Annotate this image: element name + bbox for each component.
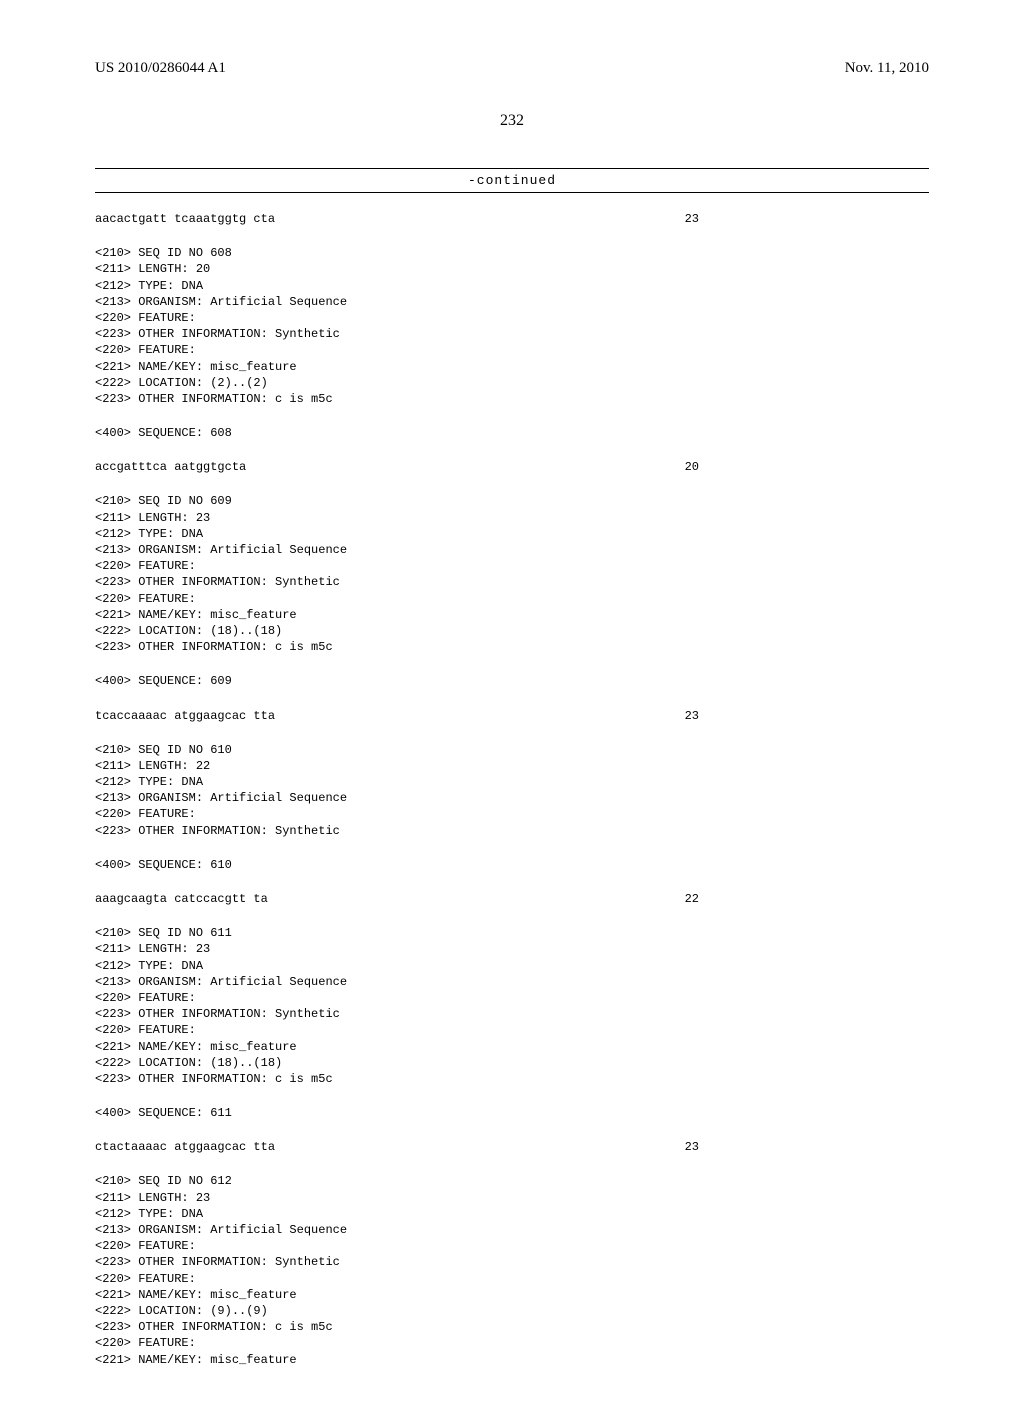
publication-number: US 2010/0286044 A1 [95,60,226,77]
sequence-metadata-block: <400> SEQUENCE: 610 [95,857,929,873]
sequence-row: aaagcaagta catccacgtt ta 22 [95,891,929,907]
sequence-metadata-block: <400> SEQUENCE: 608 [95,425,929,441]
sequence-metadata-block: <400> SEQUENCE: 609 [95,673,929,689]
sequence-row: tcaccaaaac atggaagcac tta 23 [95,708,929,724]
publication-date: Nov. 11, 2010 [845,60,929,77]
page-number: 232 [95,112,929,130]
sequence-length: 20 [685,459,929,475]
sequence-text: ctactaaaac atggaagcac tta [95,1139,275,1155]
sequence-listing-content: aacactgatt tcaaatggtg cta 23 <210> SEQ ID … [95,211,929,1368]
sequence-row: aacactgatt tcaaatggtg cta 23 [95,211,929,227]
sequence-text: aaagcaagta catccacgtt ta [95,891,268,907]
sequence-metadata-block: <210> SEQ ID NO 609 <211> LENGTH: 23 <21… [95,493,929,655]
sequence-length: 23 [685,1139,929,1155]
sequence-text: tcaccaaaac atggaagcac tta [95,708,275,724]
sequence-length: 23 [685,708,929,724]
sequence-metadata-block: <400> SEQUENCE: 611 [95,1105,929,1121]
continued-divider: -continued [95,168,929,193]
sequence-text: aacactgatt tcaaatggtg cta [95,211,275,227]
sequence-metadata-block: <210> SEQ ID NO 611 <211> LENGTH: 23 <21… [95,925,929,1087]
sequence-metadata-block: <210> SEQ ID NO 608 <211> LENGTH: 20 <21… [95,245,929,407]
sequence-text: accgatttca aatggtgcta [95,459,246,475]
sequence-row: ctactaaaac atggaagcac tta 23 [95,1139,929,1155]
sequence-length: 22 [685,891,929,907]
sequence-metadata-block: <210> SEQ ID NO 610 <211> LENGTH: 22 <21… [95,742,929,839]
sequence-length: 23 [685,211,929,227]
sequence-row: accgatttca aatggtgcta 20 [95,459,929,475]
continued-label: -continued [468,173,556,188]
page-container: US 2010/0286044 A1 Nov. 11, 2010 232 -co… [0,0,1024,1426]
sequence-metadata-block: <210> SEQ ID NO 612 <211> LENGTH: 23 <21… [95,1173,929,1367]
header-row: US 2010/0286044 A1 Nov. 11, 2010 [95,60,929,77]
